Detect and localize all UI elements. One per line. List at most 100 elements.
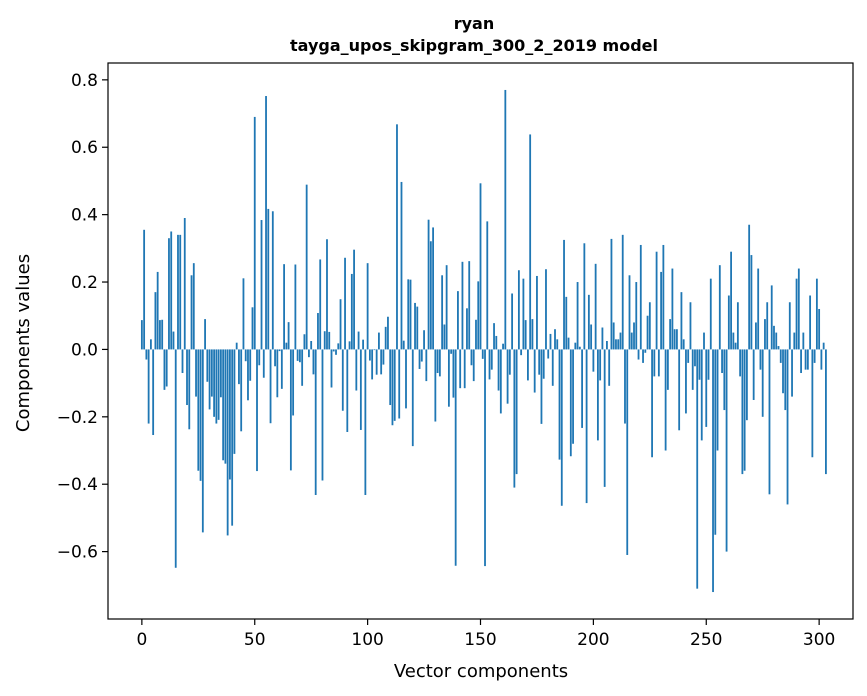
bar-210 [615, 339, 617, 350]
bar-70 [298, 349, 301, 363]
bar-223 [644, 349, 647, 353]
bar-263 [734, 342, 737, 350]
bar-179 [545, 269, 547, 350]
bar-146 [470, 349, 473, 366]
bar-20 [186, 349, 188, 406]
bar-162 [506, 349, 509, 404]
bar-278 [768, 349, 771, 495]
bar-166 [515, 349, 518, 475]
bar-84 [330, 349, 333, 388]
bar-270 [750, 255, 753, 350]
bar-138 [452, 349, 455, 398]
bar-187 [563, 239, 565, 350]
bar-272 [755, 322, 757, 350]
bar-242 [687, 349, 690, 363]
bar-43 [238, 349, 240, 385]
bar-260 [727, 295, 730, 350]
bar-153 [486, 221, 489, 350]
bar-176 [538, 349, 541, 375]
bar-21 [188, 349, 191, 430]
bar-13 [170, 231, 173, 350]
bar-237 [676, 329, 678, 350]
bar-55 [265, 96, 267, 350]
bar-107 [382, 349, 385, 365]
bar-258 [723, 349, 726, 411]
bar-15 [174, 349, 177, 568]
bar-94 [353, 249, 355, 350]
bar-261 [730, 251, 732, 350]
bar-101 [368, 349, 371, 361]
bar-209 [612, 322, 615, 350]
bar-96 [357, 331, 360, 350]
bar-170 [524, 320, 527, 350]
x-axis-label: Vector components [394, 661, 568, 682]
bar-78 [317, 313, 319, 350]
bar-234 [669, 319, 672, 350]
bar-264 [736, 302, 739, 350]
bar-273 [757, 268, 760, 350]
bar-158 [497, 349, 500, 391]
bar-144 [466, 308, 468, 350]
bar-175 [536, 275, 538, 350]
bars-group [140, 89, 827, 593]
bar-302 [822, 342, 825, 350]
bar-238 [678, 349, 681, 431]
bar-69 [296, 349, 299, 361]
bar-116 [402, 340, 405, 350]
bar-177 [540, 349, 543, 424]
bar-52 [258, 349, 261, 366]
bar-303 [825, 349, 827, 475]
bar-288 [791, 349, 793, 397]
bar-102 [371, 349, 374, 380]
bar-228 [655, 251, 658, 350]
bar-196 [583, 243, 586, 350]
bar-160 [502, 343, 504, 350]
x-tick-label: 300 [803, 630, 835, 650]
bar-282 [777, 346, 780, 350]
bar-265 [739, 349, 742, 377]
bar-281 [775, 332, 778, 350]
bar-97 [359, 349, 362, 430]
bar-290 [795, 278, 798, 350]
bar-299 [815, 278, 818, 350]
bar-291 [797, 268, 800, 350]
bar-83 [328, 331, 331, 350]
bar-100 [366, 263, 369, 350]
bar-178 [542, 349, 545, 379]
bar-54 [262, 349, 265, 378]
bar-50 [253, 116, 256, 350]
bar-216 [628, 275, 631, 350]
bar-8 [159, 320, 161, 350]
bar-173 [531, 319, 534, 350]
bar-113 [396, 124, 398, 350]
bar-65 [287, 322, 290, 350]
bar-109 [387, 316, 389, 350]
bar-122 [416, 306, 419, 350]
bar-7 [156, 271, 159, 350]
bar-88 [339, 299, 342, 350]
bar-274 [759, 349, 762, 370]
y-tick-label: 0.4 [71, 206, 98, 226]
bar-269 [748, 224, 751, 350]
bar-195 [581, 349, 583, 428]
bar-259 [725, 349, 728, 552]
bar-197 [585, 349, 588, 504]
chart-subtitle: tayga_upos_skipgram_300_2_2019 model [290, 36, 658, 55]
bar-74 [308, 349, 310, 358]
bar-287 [788, 302, 791, 350]
bar-253 [712, 349, 714, 593]
bar-66 [289, 349, 292, 471]
bar-103 [373, 349, 376, 351]
bar-295 [806, 349, 809, 370]
bar-213 [621, 234, 624, 350]
y-tick-label: 0.6 [71, 138, 98, 158]
bar-86 [335, 349, 337, 355]
bar-230 [660, 271, 663, 350]
bar-25 [197, 349, 200, 471]
bar-157 [495, 335, 498, 350]
bar-297 [811, 349, 814, 458]
bar-90 [344, 257, 346, 350]
bar-63 [283, 264, 285, 350]
bar-17 [179, 234, 182, 350]
